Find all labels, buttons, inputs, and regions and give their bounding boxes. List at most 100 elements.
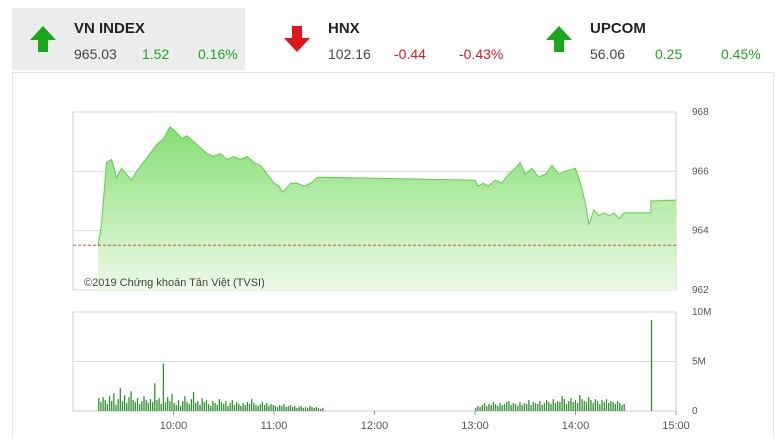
volume-bar [227,406,229,411]
volume-bar [313,408,315,411]
volume-bar [276,407,279,411]
volume-bar [210,406,212,411]
volume-bar [528,400,530,411]
volume-bar [162,363,165,411]
volume-bar [479,407,481,411]
volume-tick-label: 5M [692,357,706,368]
volume-bar [501,405,503,411]
volume-bar [251,399,253,411]
volume-bar [179,406,182,411]
volume-tick-label: 0 [692,406,698,417]
volume-bar [283,404,285,411]
chart-panel [12,72,774,438]
volume-bar [319,409,322,411]
index-change: 0.25 [655,46,683,62]
volume-bar [203,402,205,411]
volume-bar [594,399,597,411]
tab-hnx[interactable]: HNX 102.16 -0.44 -0.43% [266,8,516,70]
volume-bar [233,405,236,411]
tab-upcom[interactable]: UPCOM 56.06 0.25 0.45% [528,8,778,70]
volume-bar [619,403,621,411]
volume-bar [561,396,563,411]
volume-bars [98,319,653,411]
volume-bar [111,401,113,411]
volume-bar [539,401,541,411]
volume-bar [543,403,546,411]
volume-bar [537,404,539,411]
volume-bar [510,405,512,411]
volume-bar [212,401,214,411]
tab-vn-index[interactable]: VN INDEX 965.03 1.52 0.16% [12,8,245,70]
x-tick-label: 10:00 [160,420,188,432]
volume-bar [259,404,261,411]
volume-bar [156,400,158,411]
volume-bar [123,395,126,411]
index-change: -0.44 [394,46,426,62]
price-tick-label: 962 [692,285,709,296]
index-percent: -0.43% [459,46,504,62]
volume-bar [574,400,577,411]
volume-bar [169,401,171,411]
volume-bar [497,406,499,411]
volume-bar [274,406,277,411]
volume-bar [503,404,506,411]
volume-bar [132,400,134,411]
index-change: 1.52 [142,46,170,62]
volume-bar [106,404,109,411]
volume-bar [130,391,132,411]
volume-bar [235,402,238,411]
volume-bar [115,405,117,411]
volume-bar [492,402,495,411]
volume-bar [139,404,141,411]
volume-bar [279,405,281,411]
index-name: UPCOM [590,20,646,37]
volume-bar [650,319,653,411]
volume-bar [499,403,501,411]
x-tick-label: 13:00 [461,420,489,432]
x-axis: 10:00 11:00 12:00 13:00 14:00 15:00 [160,411,690,432]
volume-bar [534,403,537,411]
volume-bar [238,404,240,411]
volume-bar [218,399,221,411]
volume-bar [158,398,160,411]
volume-bar [532,402,534,411]
volume-bar [559,402,561,411]
volume-bar [616,401,619,411]
volume-bar [477,406,479,411]
volume-bar [136,398,139,411]
volume-bar [143,396,145,411]
volume-bar [98,398,100,411]
volume-bar [108,396,111,411]
index-percent: 0.16% [198,46,238,62]
volume-bar [530,405,532,411]
volume-bar [565,404,568,411]
volume-tick-label: 10M [692,307,711,318]
volume-bar [315,407,317,411]
volume-bar [596,401,599,411]
volume-bar [285,407,287,411]
volume-bar [188,404,190,411]
volume-bar [552,399,554,411]
volume-bar [601,400,603,411]
volume-bar [521,405,523,411]
volume-bar [100,402,102,411]
volume-bar [588,397,590,411]
x-tick-label: 15:00 [662,420,690,432]
volume-bar [294,406,296,411]
volume-bar [568,401,570,411]
volume-bar [300,406,302,411]
volume-bar [289,405,292,411]
index-value: 965.03 [74,46,117,62]
volume-bar [134,402,137,411]
volume-bar [309,406,311,411]
volume-bar [186,402,188,411]
volume-bar [177,400,180,411]
index-percent: 0.45% [721,46,761,62]
volume-bar [494,404,497,411]
volume-bar [164,402,167,411]
volume-bar [255,405,257,411]
index-value: 56.06 [590,46,626,62]
volume-bar [525,404,528,411]
volume-bar [113,393,115,411]
